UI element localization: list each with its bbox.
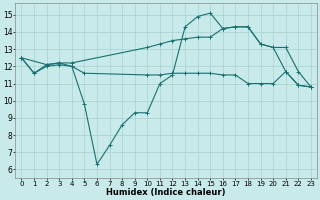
X-axis label: Humidex (Indice chaleur): Humidex (Indice chaleur) (107, 188, 226, 197)
